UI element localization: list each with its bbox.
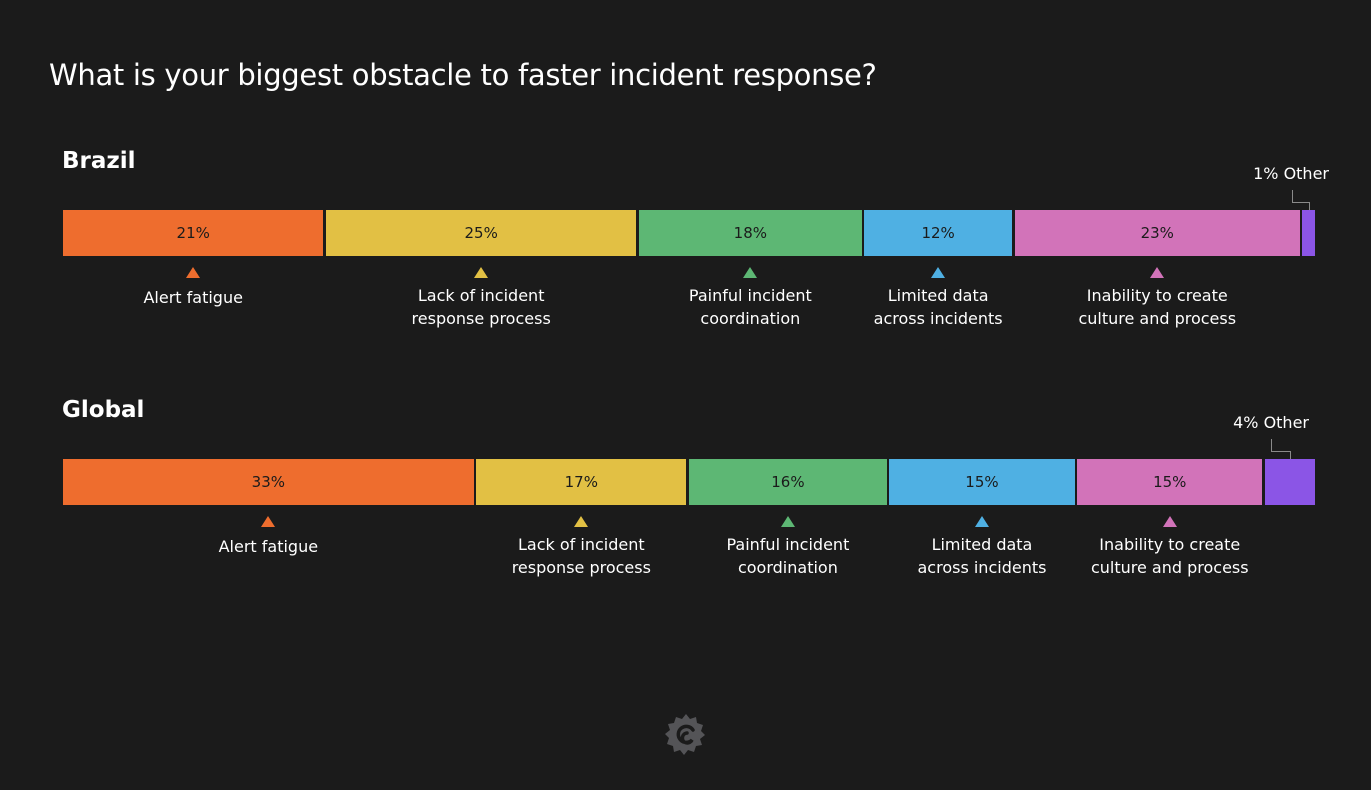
bar-segment-2: 25% (325, 210, 637, 256)
bar-segment-5: 15% (1077, 459, 1263, 505)
bar-segment-2: 17% (476, 459, 687, 505)
triangle-marker-icon (931, 267, 946, 278)
category-label: Limited data across incidents (873, 286, 1003, 328)
leader-line (1292, 190, 1310, 203)
stacked-bar: 33% 17% 16% 15% 15% (63, 459, 1315, 505)
category-label: Limited data across incidents (917, 535, 1047, 577)
bar-segment-3: 16% (689, 459, 887, 505)
other-label: 1% Other (1253, 164, 1329, 183)
category-label: Lack of incident response process (511, 535, 651, 577)
bar-segment-1: 21% (63, 210, 324, 256)
category-label: Inability to create culture and process (1090, 535, 1249, 577)
category-label: Inability to create culture and process (1078, 286, 1237, 328)
section-title-brazil: Brazil (62, 148, 136, 174)
grafana-logo-icon (665, 714, 705, 755)
bar-segment-4: 15% (889, 459, 1075, 505)
triangle-marker-icon (574, 516, 589, 527)
category-label: Painful incident coordination (726, 535, 850, 577)
bar-segment-1: 33% (63, 459, 474, 505)
triangle-marker-icon (261, 516, 276, 527)
triangle-marker-icon (186, 267, 201, 278)
triangle-marker-icon (1162, 516, 1177, 527)
triangle-marker-icon (1150, 267, 1165, 278)
category-label: Lack of incident response process (411, 286, 551, 328)
bar-segment-6 (1302, 210, 1315, 256)
section-title-global: Global (62, 397, 145, 423)
triangle-marker-icon (974, 516, 989, 527)
leader-line (1308, 202, 1310, 210)
bar-segment-5: 23% (1014, 210, 1300, 256)
triangle-marker-icon (474, 267, 489, 278)
page-title: What is your biggest obstacle to faster … (49, 58, 877, 92)
category-label: Alert fatigue (218, 537, 319, 556)
bar-segment-6 (1264, 459, 1315, 505)
category-label: Alert fatigue (143, 288, 243, 307)
other-label: 4% Other (1233, 413, 1309, 432)
bar-segment-3: 18% (638, 210, 862, 256)
triangle-marker-icon (743, 267, 758, 278)
leader-line (1289, 451, 1291, 459)
category-label: Painful incident coordination (688, 286, 812, 328)
bar-segment-4: 12% (864, 210, 1012, 256)
triangle-marker-icon (780, 516, 795, 527)
stacked-bar: 21% 25% 18% 12% 23% (63, 210, 1315, 256)
leader-line (1271, 439, 1291, 452)
